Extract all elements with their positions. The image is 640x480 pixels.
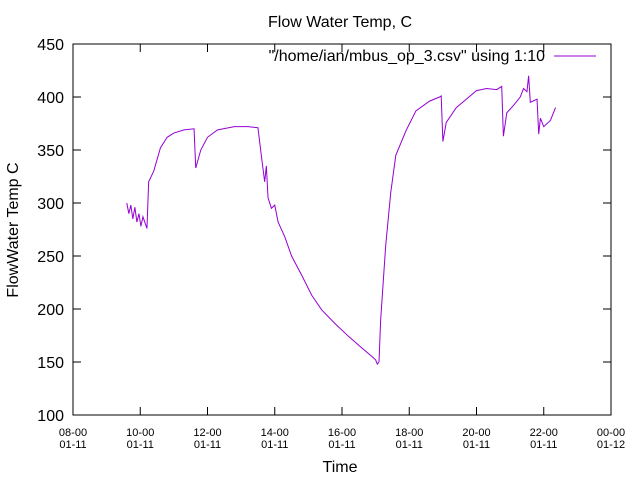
x-tick-label: 08-00 01-11 bbox=[58, 427, 88, 451]
data-line bbox=[126, 75, 556, 366]
y-tick-label: 450 bbox=[37, 37, 64, 54]
x-tick-label: 14-00 01-11 bbox=[260, 427, 289, 451]
x-tick-label: 16-00 01-11 bbox=[327, 427, 357, 451]
legend-label: "/home/ian/mbus_op_3.csv" using 1:10 bbox=[269, 48, 546, 65]
x-tick-label: 12-00 01-11 bbox=[193, 427, 222, 451]
y-tick-label: 400 bbox=[37, 90, 64, 107]
y-tick-label: 150 bbox=[37, 355, 64, 372]
y-tick-label: 100 bbox=[37, 408, 64, 425]
x-tick-label: 00-00 01-12 bbox=[596, 427, 626, 451]
x-tick-label: 18-00 01-11 bbox=[395, 427, 424, 451]
y-tick-label: 200 bbox=[37, 302, 64, 319]
chart-title: Flow Water Temp, C bbox=[268, 14, 412, 31]
x-axis-label: Time bbox=[323, 459, 358, 476]
y-tick-label: 250 bbox=[37, 249, 64, 266]
y-tick-label: 350 bbox=[37, 143, 64, 160]
x-tick-label: 22-00 01-11 bbox=[529, 427, 558, 451]
x-tick-label: 10-00 01-11 bbox=[126, 427, 155, 451]
x-tick-label: 20-00 01-11 bbox=[462, 427, 491, 451]
y-tick-label: 300 bbox=[37, 196, 64, 213]
y-axis-label: FlowWater Temp C bbox=[5, 162, 22, 297]
